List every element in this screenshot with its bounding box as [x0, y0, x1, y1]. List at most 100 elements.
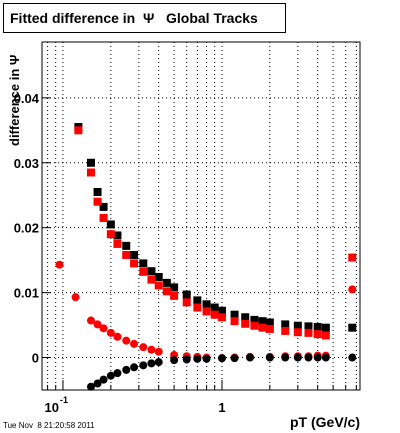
marker [210, 310, 219, 319]
marker [93, 379, 102, 388]
marker [106, 328, 115, 337]
marker [313, 353, 322, 362]
marker [139, 343, 148, 352]
marker [147, 359, 156, 368]
marker [293, 321, 302, 330]
x-tick-label: 1 [218, 400, 225, 415]
marker [71, 293, 80, 302]
marker [202, 307, 211, 316]
marker [193, 303, 202, 312]
marker [321, 331, 330, 340]
marker [313, 330, 322, 339]
marker [202, 300, 211, 309]
marker [113, 332, 122, 341]
footer: Tue Nov 8 21:20:58 2011 [3, 421, 95, 430]
marker [147, 275, 156, 284]
marker [86, 168, 95, 177]
marker [113, 239, 122, 248]
marker [106, 220, 115, 229]
plot-frame [41, 41, 361, 391]
marker [130, 250, 139, 259]
marker [154, 358, 163, 367]
marker [154, 281, 163, 290]
marker [162, 287, 171, 296]
marker [265, 353, 274, 362]
y-tick-label: 0.03 [14, 156, 39, 171]
y-tick-label: 0 [32, 351, 39, 366]
x-tick-exponent: -1 [60, 395, 68, 405]
x-tick-label: 10 [45, 400, 59, 415]
marker [348, 353, 357, 362]
y-axis-label: difference in Ψ [7, 55, 22, 146]
marker [265, 324, 274, 333]
marker [230, 354, 239, 363]
marker [86, 382, 95, 391]
marker [265, 318, 274, 327]
marker [304, 353, 313, 362]
marker [245, 353, 254, 362]
marker [250, 315, 259, 324]
marker [210, 303, 219, 312]
marker [122, 250, 131, 259]
marker [217, 313, 226, 322]
marker [348, 323, 357, 332]
marker [293, 353, 302, 362]
marker [250, 321, 259, 330]
marker [99, 324, 108, 333]
marker [182, 290, 191, 299]
marker [230, 317, 239, 326]
marker [93, 320, 102, 329]
marker [241, 319, 250, 328]
marker [130, 363, 139, 372]
marker [293, 328, 302, 337]
y-tick-label: 0.01 [14, 286, 39, 301]
marker [139, 361, 148, 370]
marker [139, 259, 148, 268]
marker [193, 296, 202, 305]
marker [122, 336, 131, 345]
marker [304, 322, 313, 331]
marker [99, 375, 108, 384]
marker [217, 354, 226, 363]
marker [193, 354, 202, 363]
marker [99, 213, 108, 222]
marker [321, 353, 330, 362]
marker [217, 306, 226, 315]
marker [304, 328, 313, 337]
marker [106, 230, 115, 239]
marker [113, 231, 122, 240]
marker [258, 323, 267, 332]
marker [170, 356, 179, 365]
marker [281, 353, 290, 362]
marker [147, 267, 156, 276]
marker [182, 355, 191, 364]
marker [55, 260, 64, 269]
marker [154, 273, 163, 282]
marker [122, 365, 131, 374]
marker [86, 316, 95, 325]
marker [241, 313, 250, 322]
marker [139, 267, 148, 276]
marker [122, 241, 131, 250]
marker [147, 345, 156, 354]
y-tick-label: 0.04 [14, 91, 40, 106]
marker [281, 326, 290, 335]
marker [162, 278, 171, 287]
marker [202, 354, 211, 363]
x-axis-label: pT (GeV/c) [290, 414, 360, 430]
marker [258, 317, 267, 326]
marker [321, 323, 330, 332]
marker [93, 187, 102, 196]
marker [74, 126, 83, 135]
marker [281, 320, 290, 329]
marker [170, 291, 179, 300]
marker [170, 283, 179, 292]
chart-title: Fitted difference in Ψ Global Tracks [10, 10, 258, 26]
marker [93, 197, 102, 206]
marker [348, 285, 357, 294]
marker [86, 158, 95, 167]
marker [182, 298, 191, 307]
title-box [3, 3, 286, 33]
